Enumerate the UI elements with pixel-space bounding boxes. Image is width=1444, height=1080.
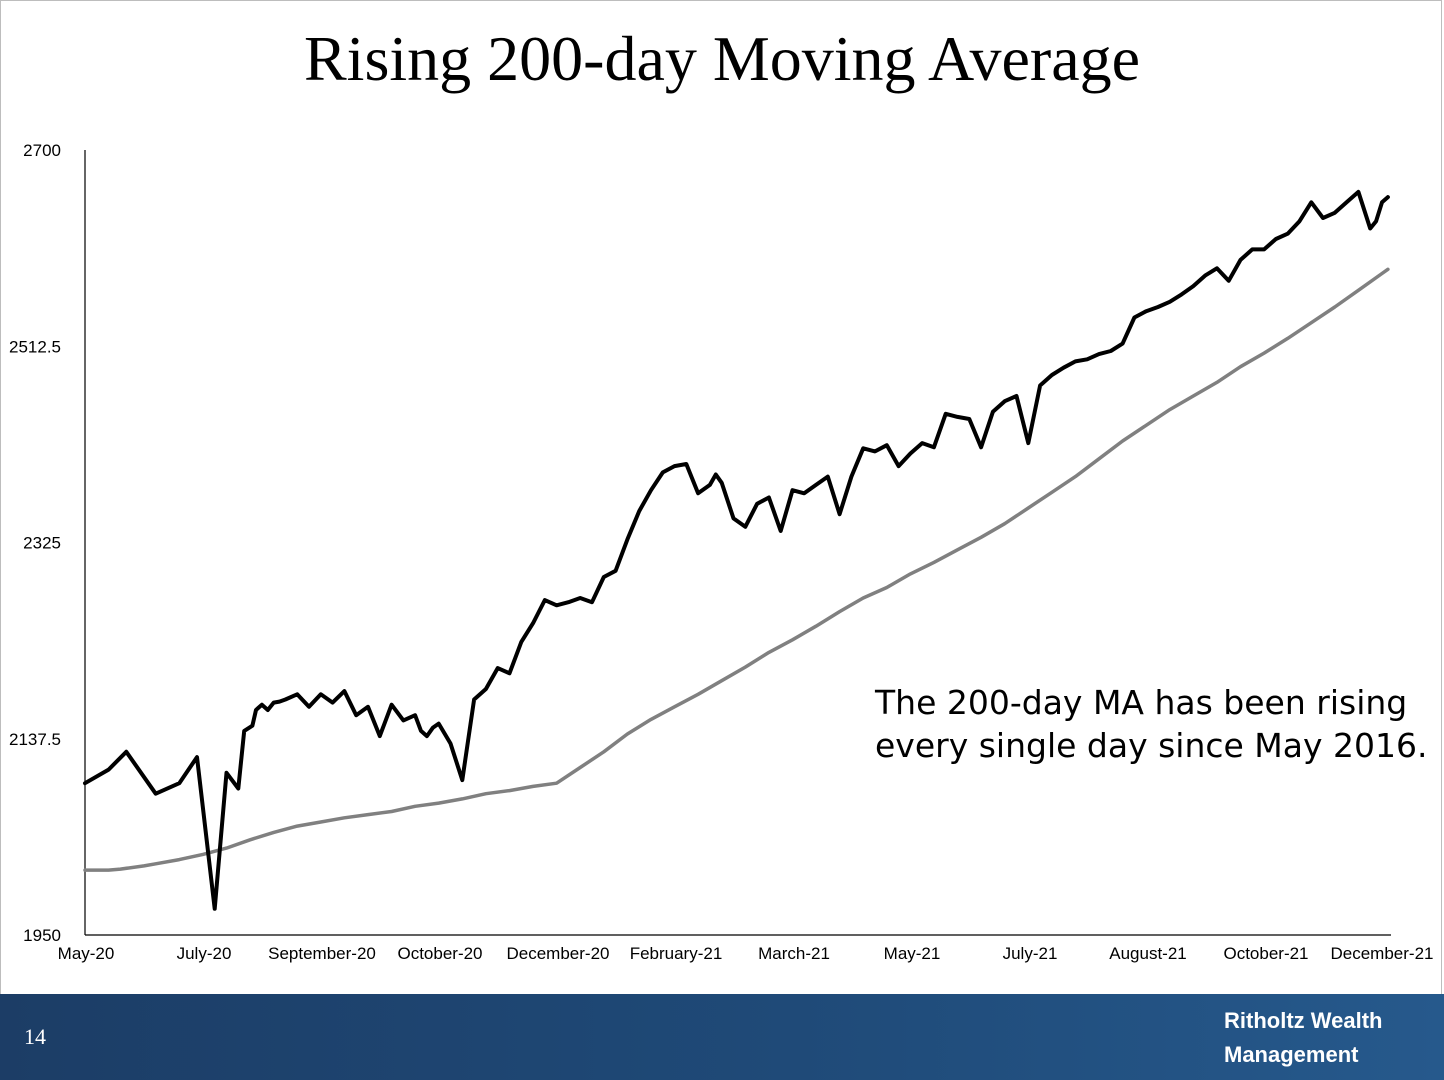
- y-tick-label: 2137.5: [9, 730, 61, 749]
- slide-title: Rising 200-day Moving Average: [303, 23, 1141, 94]
- page-number: 14: [24, 1024, 46, 1049]
- moving-average-series-line: [83, 267, 1390, 872]
- x-tick-label: July-21: [1003, 944, 1058, 963]
- y-tick-labels: 2700 2512.5 2325 2137.5 1950: [9, 141, 61, 945]
- slide-border: [0, 0, 1442, 994]
- price-series-line: [83, 189, 1390, 911]
- x-tick-label: October-21: [1223, 944, 1308, 963]
- x-tick-label: May-20: [58, 944, 115, 963]
- x-tick-label: August-21: [1109, 944, 1187, 963]
- x-tick-label: October-20: [397, 944, 482, 963]
- y-tick-label: 2512.5: [9, 337, 61, 356]
- x-tick-label: March-21: [758, 944, 830, 963]
- x-tick-label: February-21: [630, 944, 723, 963]
- footer-bar: 14 Ritholtz Wealth Management: [0, 994, 1444, 1080]
- y-tick-label: 2700: [23, 141, 61, 160]
- x-tick-label: July-20: [177, 944, 232, 963]
- company-logo: Ritholtz Wealth Management: [1224, 1004, 1382, 1072]
- y-tick-label: 1950: [23, 926, 61, 945]
- x-tick-label: December-21: [1331, 944, 1434, 963]
- x-tick-labels: May-20 July-20 September-20 October-20 Decem…: [58, 944, 1434, 963]
- logo-line-1: Ritholtz Wealth: [1224, 1008, 1383, 1033]
- x-tick-label: September-20: [268, 944, 376, 963]
- x-tick-label: May-21: [884, 944, 941, 963]
- y-tick-label: 2325: [23, 534, 61, 553]
- series-lines: [83, 189, 1390, 911]
- line-chart: 2700 2512.5 2325 2137.5 1950 May-20 July-20 Se…: [9, 141, 1434, 963]
- logo-line-2: Management: [1224, 1042, 1359, 1067]
- chart-annotation: The 200-day MA has been rising every sin…: [875, 683, 1428, 765]
- x-tick-label: December-20: [507, 944, 610, 963]
